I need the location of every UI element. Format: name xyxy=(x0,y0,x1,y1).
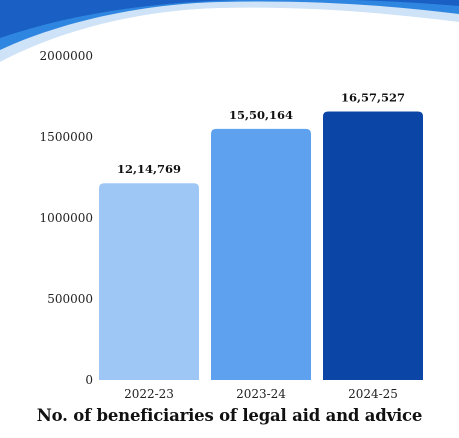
x-tick-label: 2023-24 xyxy=(236,387,286,401)
y-tick-label: 0 xyxy=(85,373,93,387)
x-axis: 2022-23 2023-24 2024-25 xyxy=(124,387,398,401)
bar-2023-24 xyxy=(211,128,311,380)
y-tick-label: 2000000 xyxy=(40,49,93,63)
x-tick-label: 2024-25 xyxy=(348,387,398,401)
bar-2022-23 xyxy=(99,183,199,380)
y-axis: 0 500000 1000000 1500000 2000000 xyxy=(40,49,93,387)
header-wave-decoration xyxy=(0,0,459,62)
wave-light-band xyxy=(0,0,459,62)
data-label: 15,50,164 xyxy=(229,108,293,122)
y-tick-label: 500000 xyxy=(47,292,93,306)
x-tick-label: 2022-23 xyxy=(124,387,174,401)
y-tick-label: 1000000 xyxy=(40,211,93,225)
wave-mid-band xyxy=(0,0,459,50)
data-label: 12,14,769 xyxy=(117,162,181,176)
y-tick-label: 1500000 xyxy=(40,130,93,144)
bars-group xyxy=(99,111,423,381)
chart-title: No. of beneficiaries of legal aid and ad… xyxy=(36,406,423,425)
data-labels-group: 12,14,769 15,50,164 16,57,527 xyxy=(117,90,405,176)
data-label: 16,57,527 xyxy=(341,90,405,104)
wave-dark-band xyxy=(0,0,459,38)
bar-2024-25 xyxy=(323,111,423,381)
